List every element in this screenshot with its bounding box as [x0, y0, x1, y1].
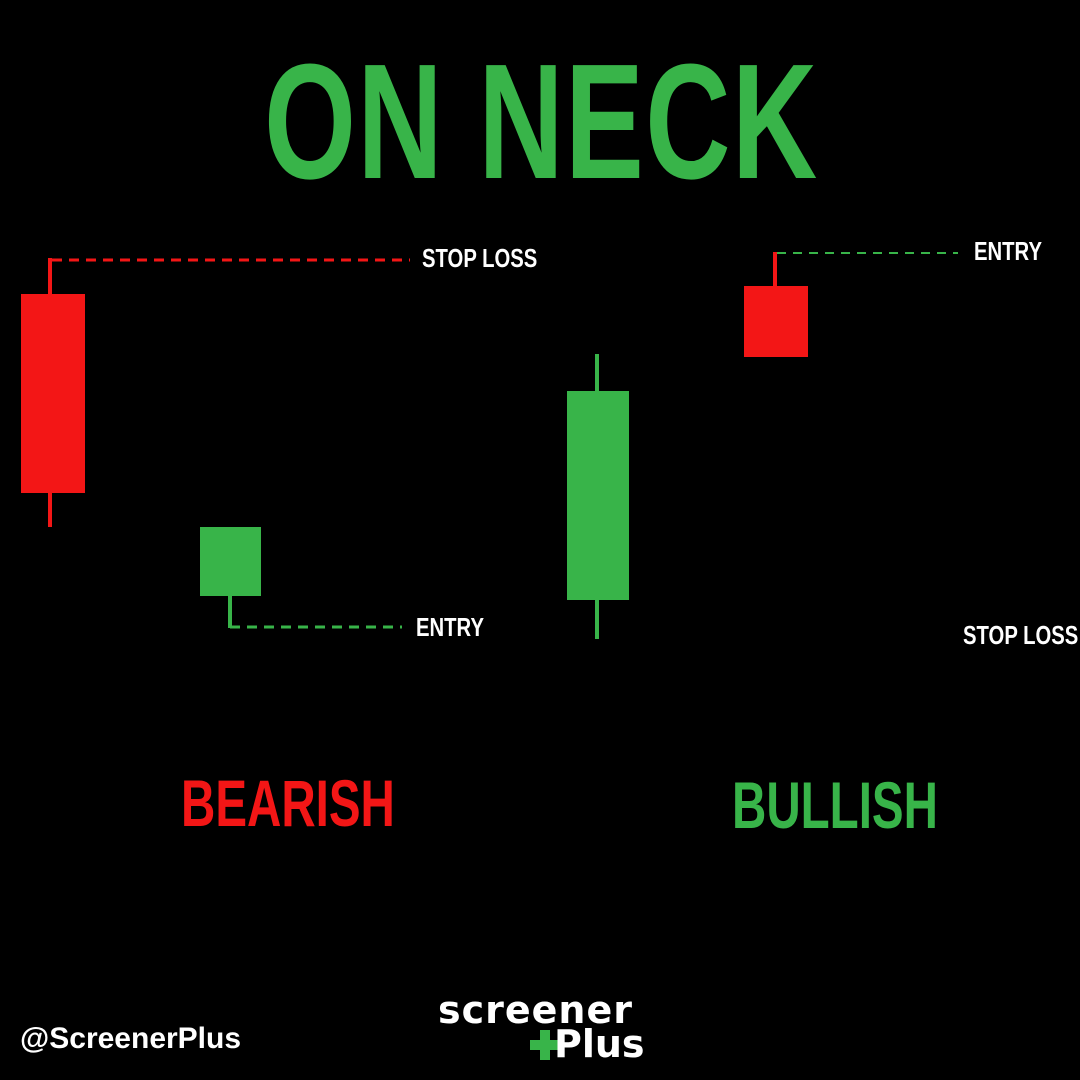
bullish-candle-1	[567, 354, 629, 639]
page-title: ON NECK	[264, 30, 819, 213]
logo-wordmark-top: screener	[438, 988, 633, 1032]
bullish-label: BULLISH	[732, 768, 938, 842]
bullish-candle-1-body	[567, 391, 629, 600]
logo-wordmark-bottom: Plus	[554, 1022, 645, 1066]
bearish-stop-loss-label: STOP LOSS	[422, 243, 538, 273]
bullish-candle-2	[744, 252, 808, 357]
bearish-candle-1	[21, 258, 85, 527]
social-handle: @ScreenerPlus	[20, 1022, 242, 1055]
bearish-label: BEARISH	[181, 766, 395, 840]
bearish-candle-1-body	[21, 294, 85, 493]
bullish-entry-label: ENTRY	[974, 236, 1042, 266]
bullish-stop-loss-label: STOP LOSS	[963, 620, 1079, 650]
bearish-entry-label: ENTRY	[416, 612, 484, 642]
bullish-candle-2-body	[744, 286, 808, 357]
screenerplus-logo: screener Plus	[436, 990, 651, 1065]
plus-icon	[530, 1030, 560, 1060]
bearish-candle-2-body	[200, 527, 261, 596]
bearish-candle-2	[200, 527, 261, 628]
